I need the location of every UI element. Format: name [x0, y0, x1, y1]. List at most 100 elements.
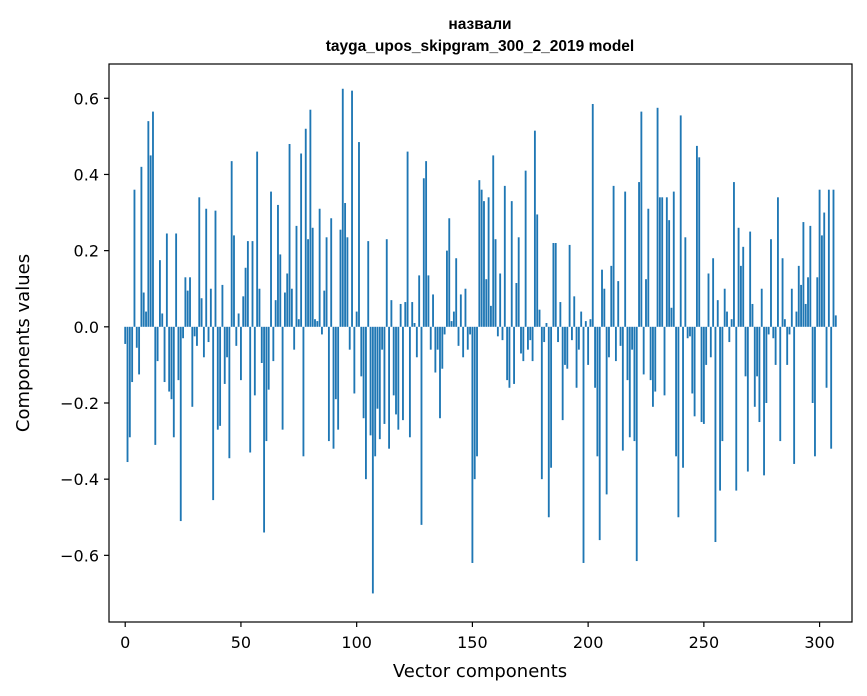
bar-230 [656, 107, 659, 327]
bar-150 [471, 326, 474, 563]
bar-217 [626, 326, 629, 381]
bar-143 [455, 258, 458, 327]
bar-6 [138, 326, 141, 375]
bar-221 [635, 326, 638, 562]
bar-261 [728, 326, 731, 343]
bar-216 [624, 191, 627, 327]
bar-265 [737, 227, 740, 327]
bar-82 [314, 319, 316, 327]
bar-120 [402, 326, 404, 421]
bar-138 [443, 326, 446, 335]
bar-60 [263, 326, 266, 533]
bar-65 [274, 300, 277, 327]
x-axis-label: Vector components [393, 661, 567, 682]
bar-33 [200, 298, 203, 327]
bar-185 [552, 243, 555, 327]
bar-94 [341, 88, 344, 327]
bar-234 [665, 197, 668, 327]
bar-0 [124, 326, 127, 344]
bar-208 [605, 326, 608, 495]
bar-92 [337, 326, 340, 430]
bar-153 [478, 180, 481, 327]
bar-79 [307, 239, 309, 327]
bar-154 [480, 189, 483, 327]
bar-197 [580, 311, 583, 327]
bar-178 [536, 214, 539, 327]
bar-3 [131, 326, 134, 383]
bar-80 [309, 109, 312, 327]
bar-49 [237, 313, 240, 327]
bar-212 [614, 326, 617, 362]
bar-282 [777, 197, 779, 327]
bar-288 [790, 288, 793, 327]
bar-160 [494, 239, 497, 327]
bar-98 [351, 90, 353, 327]
bar-24 [179, 326, 182, 522]
bar-53 [246, 241, 249, 327]
bar-151 [473, 326, 476, 480]
bar-128 [420, 326, 423, 525]
x-tick-label: 200 [573, 633, 604, 652]
bar-103 [362, 326, 365, 419]
bar-254 [712, 258, 715, 327]
bar-45 [228, 326, 231, 459]
bar-105 [367, 241, 370, 327]
bar-275 [760, 288, 763, 327]
bar-142 [452, 311, 455, 327]
bar-214 [619, 326, 622, 346]
y-axis-label: Components values [13, 254, 34, 432]
bar-51 [242, 296, 245, 327]
bar-121 [404, 302, 407, 327]
bar-125 [413, 323, 416, 327]
bar-133 [432, 294, 434, 327]
bar-47 [233, 235, 235, 327]
bar-195 [575, 326, 578, 388]
bar-248 [698, 157, 701, 327]
bar-164 [503, 185, 506, 327]
bar-292 [800, 284, 802, 327]
bar-90 [332, 326, 335, 449]
bar-42 [221, 284, 224, 327]
bar-280 [772, 326, 775, 339]
bar-161 [496, 326, 499, 337]
bar-289 [793, 326, 796, 464]
bar-222 [638, 182, 640, 327]
bar-129 [422, 178, 425, 327]
bar-141 [450, 321, 453, 327]
bar-88 [327, 326, 330, 442]
bar-59 [260, 326, 263, 363]
bar-149 [469, 326, 472, 335]
bar-207 [603, 288, 606, 327]
bar-27 [186, 290, 189, 327]
bar-246 [693, 326, 696, 417]
bar-210 [610, 265, 613, 327]
bar-219 [631, 326, 634, 350]
bar-56 [253, 326, 256, 396]
bar-189 [561, 326, 564, 421]
bar-184 [550, 326, 553, 468]
bar-23 [177, 326, 180, 381]
bar-118 [397, 326, 400, 430]
bar-188 [559, 302, 562, 327]
bar-97 [348, 326, 351, 350]
bar-190 [564, 326, 566, 365]
bar-46 [230, 161, 233, 327]
bar-247 [695, 145, 698, 327]
bar-57 [256, 151, 259, 327]
bar-220 [633, 326, 636, 442]
bar-52 [244, 267, 247, 327]
bar-100 [355, 311, 358, 327]
bar-277 [765, 326, 768, 403]
bar-61 [265, 326, 268, 442]
bar-28 [189, 277, 191, 327]
bar-81 [311, 227, 314, 327]
bar-7 [140, 166, 143, 327]
bar-301 [820, 235, 823, 327]
bar-43 [223, 326, 226, 384]
bar-279 [770, 239, 772, 327]
bar-241 [682, 326, 684, 468]
bar-305 [830, 326, 833, 449]
bar-117 [395, 326, 397, 415]
bar-109 [376, 326, 379, 409]
bar-96 [346, 237, 349, 327]
